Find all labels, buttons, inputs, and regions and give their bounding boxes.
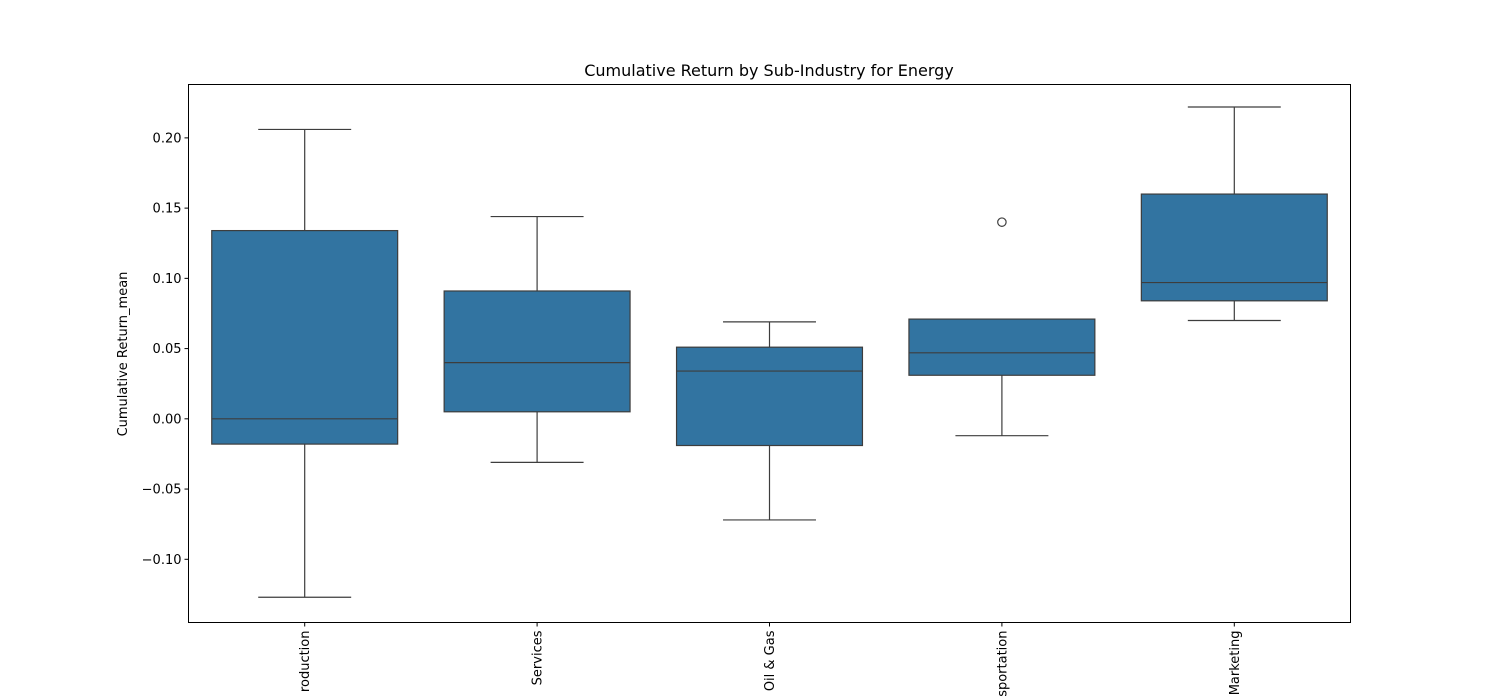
box-iqr — [908, 318, 1096, 376]
box-iqr — [443, 290, 631, 413]
y-tick-label: 0.20 — [153, 131, 182, 146]
y-tick-label: 0.15 — [153, 202, 182, 217]
y-tick-label: −0.10 — [142, 553, 182, 568]
outlier-point — [997, 217, 1007, 227]
box-iqr — [675, 346, 864, 447]
box-group — [1140, 106, 1328, 322]
y-tick-label: 0.05 — [153, 342, 182, 357]
chart-title: Cumulative Return by Sub-Industry for En… — [584, 61, 954, 80]
y-tick-label: 0.00 — [153, 412, 182, 427]
y-tick-label: 0.10 — [153, 272, 182, 287]
box-group — [908, 217, 1096, 437]
x-tick-label: Marketing — [1228, 631, 1243, 696]
y-axis-label: Cumulative Return_mean — [116, 272, 131, 437]
axis-ticks: −0.10 −0.05 0.00 0.05 0.10 0.15 0.20 roduction S… — [142, 131, 1243, 696]
x-tick-label: sportation — [995, 631, 1010, 697]
box-group — [675, 321, 864, 521]
x-tick-label: Oil & Gas — [763, 630, 778, 691]
box-iqr — [211, 229, 399, 445]
box-group — [211, 128, 399, 598]
x-tick-label: Services — [531, 630, 546, 685]
x-tick-label: roduction — [298, 631, 313, 693]
y-tick-label: −0.05 — [142, 483, 182, 498]
plot-area — [211, 106, 1328, 598]
plot-frame — [188, 84, 1351, 623]
box-iqr — [1140, 193, 1328, 302]
box-group — [443, 215, 631, 463]
